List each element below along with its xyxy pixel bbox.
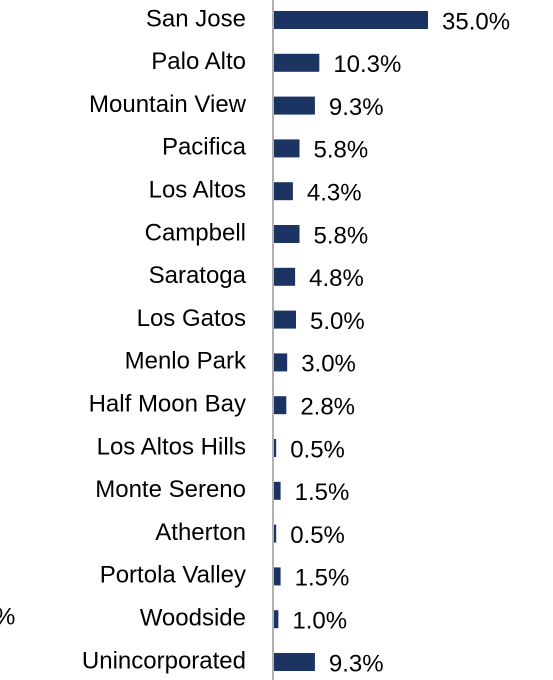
category-label: Saratoga	[149, 262, 247, 289]
bar	[274, 653, 315, 671]
category-label: San Jose	[146, 5, 246, 32]
value-label: 4.3%	[307, 180, 362, 207]
category-label: Palo Alto	[151, 48, 246, 75]
bar	[274, 11, 428, 29]
value-label: 5.8%	[314, 222, 369, 249]
bar	[274, 524, 277, 543]
annotation: %	[0, 603, 15, 630]
category-label: Half Moon Bay	[89, 391, 246, 418]
bar	[274, 353, 288, 372]
value-label: 9.3%	[329, 650, 384, 677]
category-label: Atherton	[155, 519, 246, 546]
category-label: Los Gatos	[137, 305, 246, 332]
value-label: 2.8%	[300, 394, 355, 421]
value-label: 3.0%	[301, 351, 356, 378]
category-label: Los Altos	[149, 177, 246, 204]
bar	[274, 96, 315, 115]
category-label: Los Altos Hills	[97, 433, 246, 460]
bar	[274, 610, 279, 629]
value-label: 10.3%	[333, 51, 401, 78]
bar	[274, 139, 300, 158]
bar	[274, 53, 320, 72]
value-label: 1.0%	[292, 608, 347, 635]
bar	[274, 396, 287, 415]
category-label: Unincorporated	[82, 647, 246, 674]
bar	[274, 267, 296, 286]
category-label: Monte Sereno	[95, 476, 246, 503]
bar	[274, 481, 281, 500]
category-label: Portola Valley	[100, 562, 246, 589]
category-label: Mountain View	[89, 91, 247, 118]
value-label: 5.8%	[314, 137, 369, 164]
value-label: 4.8%	[309, 265, 364, 292]
category-label: Pacifica	[162, 134, 247, 161]
value-label: 1.5%	[295, 565, 350, 592]
bar	[274, 225, 300, 243]
value-label: 0.5%	[290, 436, 345, 463]
value-label: 35.0%	[442, 8, 510, 35]
value-label: 5.0%	[310, 308, 365, 335]
category-label: Campbell	[145, 219, 246, 246]
category-label: Menlo Park	[125, 348, 247, 375]
bar	[274, 182, 293, 201]
bar	[274, 567, 281, 586]
value-label: 9.3%	[329, 94, 384, 121]
category-label: Woodside	[140, 605, 246, 632]
bar	[274, 439, 277, 457]
value-label: 1.5%	[295, 479, 350, 506]
bar	[274, 310, 296, 329]
value-label: 0.5%	[290, 522, 345, 549]
